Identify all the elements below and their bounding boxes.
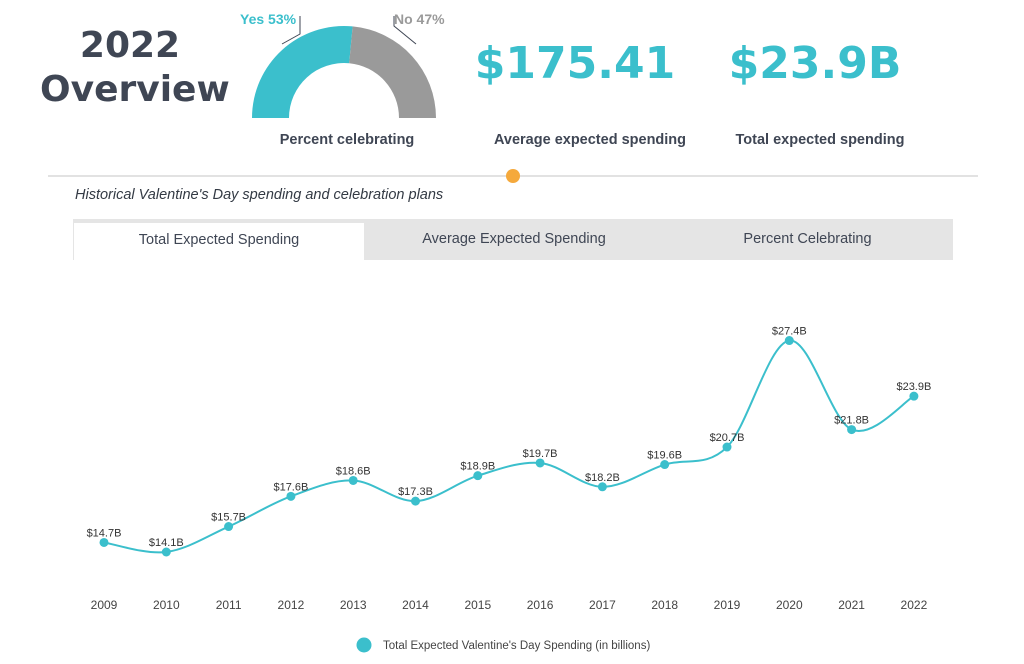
overview-title: 2022 Overview [40, 24, 230, 112]
data-point-2013[interactable] [348, 475, 358, 485]
data-label-2022: $23.9B [896, 381, 931, 393]
gauge-no-leader [393, 16, 417, 45]
data-point-2010[interactable] [161, 547, 171, 557]
data-point-2019[interactable] [722, 442, 732, 452]
x-tick-2011: 2011 [216, 598, 242, 612]
data-point-2017[interactable] [597, 482, 607, 492]
gauge-yes-leader [281, 16, 301, 45]
overview-year: 2022 [79, 25, 181, 66]
legend[interactable]: Total Expected Valentine's Day Spending … [356, 637, 651, 653]
data-label-2011: $15.7B [211, 512, 246, 524]
data-label-2020: $27.4B [772, 326, 807, 338]
legend-swatch [356, 637, 372, 653]
x-tick-2022: 2022 [901, 598, 928, 612]
avg-spending-value: $175.41 [474, 38, 676, 89]
data-point-2012[interactable] [286, 491, 296, 501]
chart-tabs: Total Expected Spending Average Expected… [73, 219, 953, 260]
x-tick-2010: 2010 [153, 598, 180, 612]
data-point-2016[interactable] [535, 458, 545, 468]
avg-spending-label: Average expected spending [493, 132, 687, 148]
x-tick-2021: 2021 [838, 598, 865, 612]
overview-word: Overview [40, 69, 230, 110]
data-label-2009: $14.7B [87, 527, 122, 539]
x-tick-2014: 2014 [402, 598, 429, 612]
x-tick-2015: 2015 [464, 598, 491, 612]
data-label-2015: $18.9B [460, 461, 495, 473]
data-label-2012: $17.6B [273, 481, 308, 493]
x-tick-2019: 2019 [714, 598, 741, 612]
data-point-2022[interactable] [909, 391, 919, 401]
data-label-2018: $19.6B [647, 450, 682, 462]
data-label-2010: $14.1B [149, 537, 184, 549]
data-label-2016: $19.7B [523, 448, 558, 460]
legend-label: Total Expected Valentine's Day Spending … [383, 640, 650, 652]
data-label-2013: $18.6B [336, 465, 371, 477]
x-tick-2016: 2016 [527, 598, 554, 612]
data-point-2009[interactable] [99, 537, 109, 547]
x-tick-2012: 2012 [278, 598, 305, 612]
x-tick-2013: 2013 [340, 598, 367, 612]
data-point-2015[interactable] [473, 471, 483, 481]
gauge-no-arc [349, 26, 436, 119]
x-tick-2017: 2017 [589, 598, 616, 612]
x-axis-ticks: 2009 2010 2011 2012 2013 2014 2015 2016 2017 2018… [91, 598, 928, 612]
timeline-dot[interactable] [506, 169, 520, 183]
gauge-yes-label: Yes 53% [240, 11, 297, 27]
data-point-2018[interactable] [660, 460, 670, 470]
total-spending-value: $23.9B [728, 38, 902, 89]
celebrating-gauge: Yes 53% No 47% [240, 8, 448, 123]
x-tick-2009: 2009 [91, 598, 118, 612]
total-spending-label: Total expected spending [735, 132, 905, 148]
gauge-no-label: No 47% [394, 11, 445, 27]
gauge-yes-arc [252, 25, 353, 119]
tab-average-expected-spending[interactable]: Average Expected Spending [422, 231, 606, 247]
tab-total-expected-spending[interactable]: Total Expected Spending [73, 223, 364, 260]
data-label-2017: $18.2B [585, 472, 620, 484]
data-labels: $14.7B $14.1B $15.7B $17.6B $18.6B $17.3B $18.… [87, 326, 932, 549]
spending-line-chart: $14.7B $14.1B $15.7B $17.6B $18.6B $17.3B $18.… [87, 326, 932, 653]
data-points [99, 336, 919, 557]
gauge-svg: Yes 53% No 47% [240, 11, 445, 119]
data-point-2014[interactable] [411, 496, 420, 506]
data-label-2014: $17.3B [398, 486, 433, 498]
gauge-caption: Percent celebrating [279, 132, 415, 148]
x-tick-2018: 2018 [651, 598, 678, 612]
tab-percent-celebrating[interactable]: Percent Celebrating [743, 231, 872, 247]
data-point-2021[interactable] [847, 425, 857, 435]
x-tick-2020: 2020 [776, 598, 803, 612]
data-point-2011[interactable] [224, 522, 234, 532]
data-point-2020[interactable] [784, 336, 794, 346]
data-label-2019: $20.7B [710, 432, 745, 444]
data-label-2021: $21.8B [834, 415, 869, 427]
section-subtitle: Historical Valentine's Day spending and … [75, 187, 444, 203]
